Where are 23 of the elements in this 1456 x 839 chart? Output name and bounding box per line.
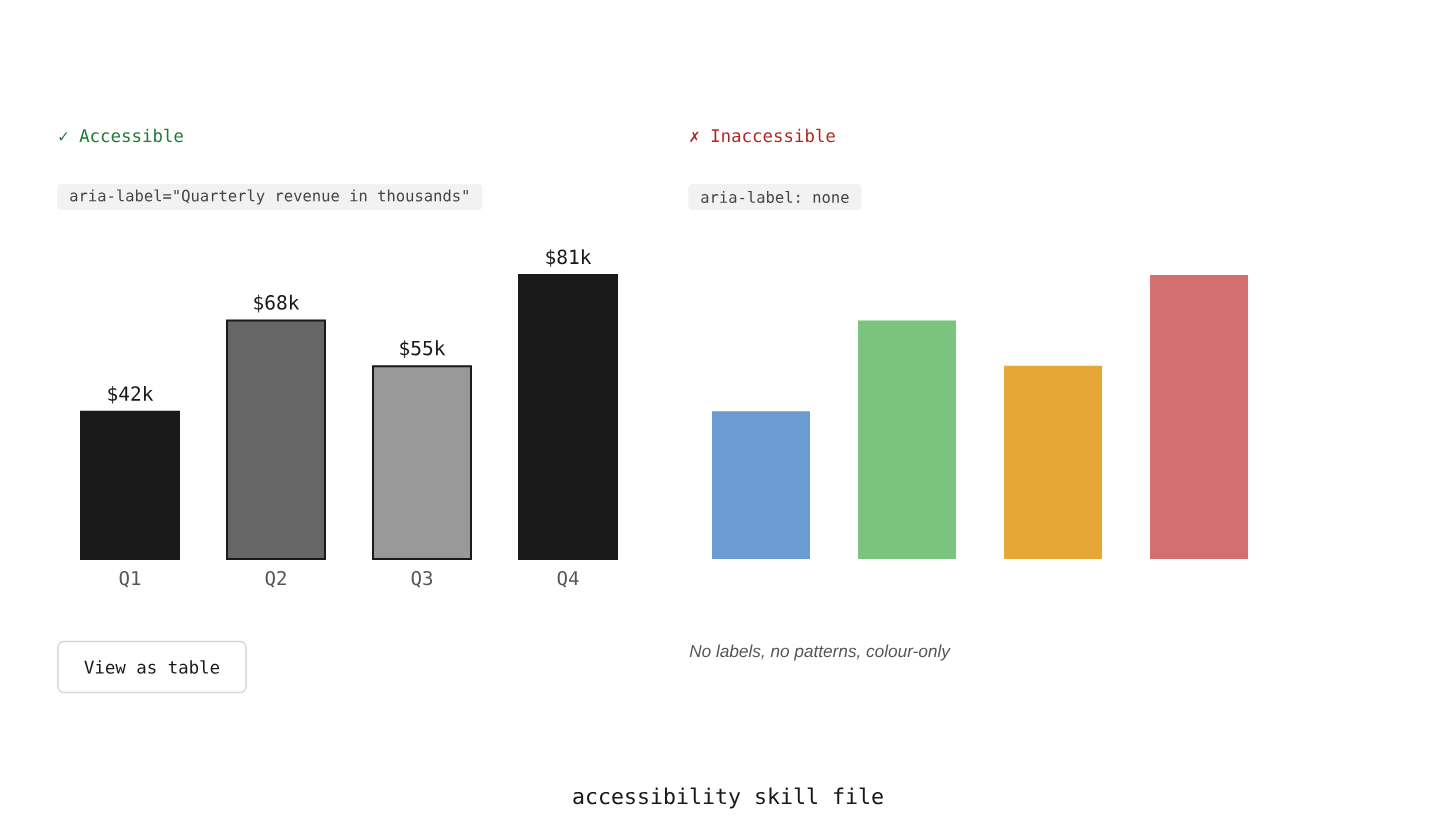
chart-subtitle: aria-label: none bbox=[701, 190, 849, 204]
data-label: $42k bbox=[108, 385, 154, 404]
chart-title: ✓ Accessible bbox=[59, 128, 183, 143]
bar bbox=[1004, 365, 1103, 559]
x-tick-label: Q3 bbox=[411, 570, 433, 588]
data-label: $55k bbox=[400, 340, 446, 359]
bar bbox=[80, 410, 181, 560]
bar bbox=[1150, 274, 1249, 559]
text: View as table bbox=[84, 660, 220, 674]
data-label: $81k bbox=[546, 249, 592, 267]
x-tick-label: Q1 bbox=[119, 570, 141, 588]
data-label: $68k bbox=[254, 294, 300, 313]
bar bbox=[858, 320, 957, 559]
x-tick-label: Q2 bbox=[265, 570, 286, 588]
text: accessibility skill file bbox=[573, 787, 883, 809]
chart-title: ✗ Inaccessible bbox=[690, 128, 835, 143]
x-tick-label: Q4 bbox=[557, 570, 579, 588]
bar bbox=[518, 273, 619, 560]
bar bbox=[372, 365, 473, 560]
chart-subtitle: aria-label="Quarterly revenue in thousands" bbox=[70, 189, 468, 205]
text: No labels, no patterns, colour-only bbox=[689, 644, 951, 661]
bar bbox=[226, 319, 327, 560]
bar bbox=[712, 411, 811, 559]
